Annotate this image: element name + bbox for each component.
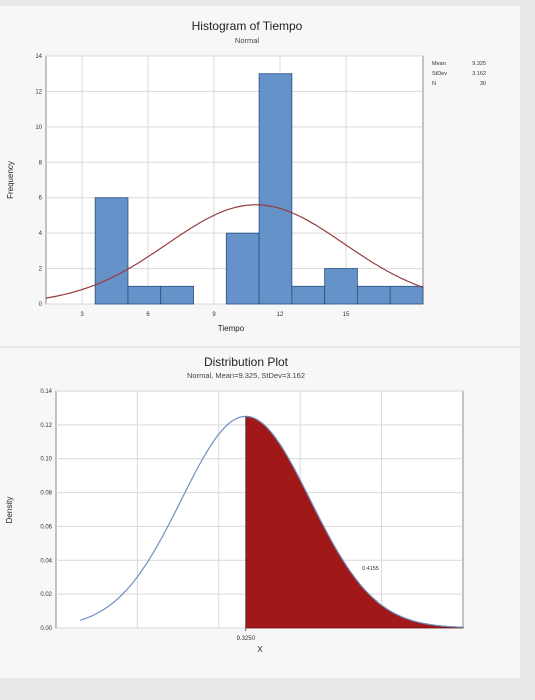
legend-n-value: 30 bbox=[480, 81, 486, 87]
distribution-x-axis-label: X bbox=[257, 645, 263, 654]
histogram-x-tick-label: 3 bbox=[80, 312, 84, 318]
histogram-bar bbox=[258, 73, 293, 305]
histogram-y-tick-label: 6 bbox=[39, 196, 43, 202]
histogram-x-tick-label: 6 bbox=[146, 312, 150, 318]
distribution-y-tick-label: 0.00 bbox=[40, 626, 52, 632]
distribution-subtitle: Normal, Mean=9.325, StDev=3.162 bbox=[187, 371, 305, 380]
histogram-bar bbox=[127, 285, 162, 305]
legend-stdev-value: 3.162 bbox=[472, 71, 486, 77]
histogram-normal-fit-curve bbox=[45, 204, 424, 299]
distribution-y-axis-label: Density bbox=[5, 497, 14, 524]
distribution-y-tick-label: 0.14 bbox=[40, 389, 52, 395]
histogram-y-tick-label: 10 bbox=[35, 125, 42, 131]
distribution-y-tick-label: 0.06 bbox=[40, 524, 52, 530]
legend-stdev-label: StDev bbox=[432, 71, 447, 77]
histogram-title: Histogram of Tiempo bbox=[192, 19, 303, 33]
legend-mean-value: 9.325 bbox=[472, 61, 486, 67]
histogram-bar bbox=[324, 268, 358, 305]
histogram-bar bbox=[291, 285, 326, 305]
histogram-grid bbox=[46, 55, 423, 305]
distribution-y-tick-label: 0.10 bbox=[40, 457, 52, 463]
distribution-title: Distribution Plot bbox=[204, 355, 289, 369]
histogram-bar bbox=[389, 285, 424, 305]
histogram-x-tick-label: 12 bbox=[277, 312, 284, 318]
distribution-shaded-area-label: 0.4155 bbox=[362, 566, 379, 572]
histogram-bar bbox=[94, 197, 129, 305]
histogram-y-tick-label: 12 bbox=[35, 89, 42, 95]
histogram-y-tick-label: 2 bbox=[39, 267, 43, 273]
distribution-panel: Distribution Plot Normal, Mean=9.325, St… bbox=[0, 348, 520, 678]
distribution-y-tick-label: 0.12 bbox=[40, 423, 52, 429]
histogram-x-tick-label: 15 bbox=[343, 312, 350, 318]
histogram-x-axis-label: Tiempo bbox=[218, 324, 245, 333]
histogram-y-axis-label: Frequency bbox=[6, 161, 15, 199]
histogram-subtitle: Normal bbox=[235, 36, 260, 45]
histogram-bar bbox=[160, 285, 194, 305]
distribution-y-ticks: 0.00 0.02 0.04 0.06 0.08 0.10 0.12 0.14 bbox=[40, 389, 52, 632]
histogram-y-tick-label: 0 bbox=[39, 302, 43, 308]
histogram-y-tick-label: 8 bbox=[39, 160, 43, 166]
legend-mean-label: Mean bbox=[432, 61, 446, 67]
legend-n-label: N bbox=[432, 81, 436, 87]
histogram-x-ticks: 3 6 9 12 15 bbox=[80, 312, 350, 318]
histogram-y-tick-label: 14 bbox=[35, 54, 42, 60]
histogram-legend: Mean 9.325 StDev 3.162 N 30 bbox=[432, 61, 486, 87]
histogram-bar bbox=[357, 285, 391, 305]
distribution-y-tick-label: 0.04 bbox=[40, 558, 52, 564]
distribution-marker-label: 9.3250 bbox=[237, 636, 256, 642]
distribution-density-curve bbox=[80, 415, 464, 628]
histogram-bar bbox=[225, 232, 260, 305]
histogram-y-tick-label: 4 bbox=[39, 231, 43, 237]
histogram-panel: Histogram of Tiempo Normal 0 2 4 6 8 10 12 14 3… bbox=[0, 6, 520, 346]
histogram-x-tick-label: 9 bbox=[212, 312, 216, 318]
histogram-bars bbox=[94, 73, 424, 305]
histogram-y-ticks: 0 2 4 6 8 10 12 14 bbox=[35, 54, 42, 308]
distribution-y-tick-label: 0.02 bbox=[40, 592, 52, 598]
distribution-y-tick-label: 0.08 bbox=[40, 491, 52, 497]
